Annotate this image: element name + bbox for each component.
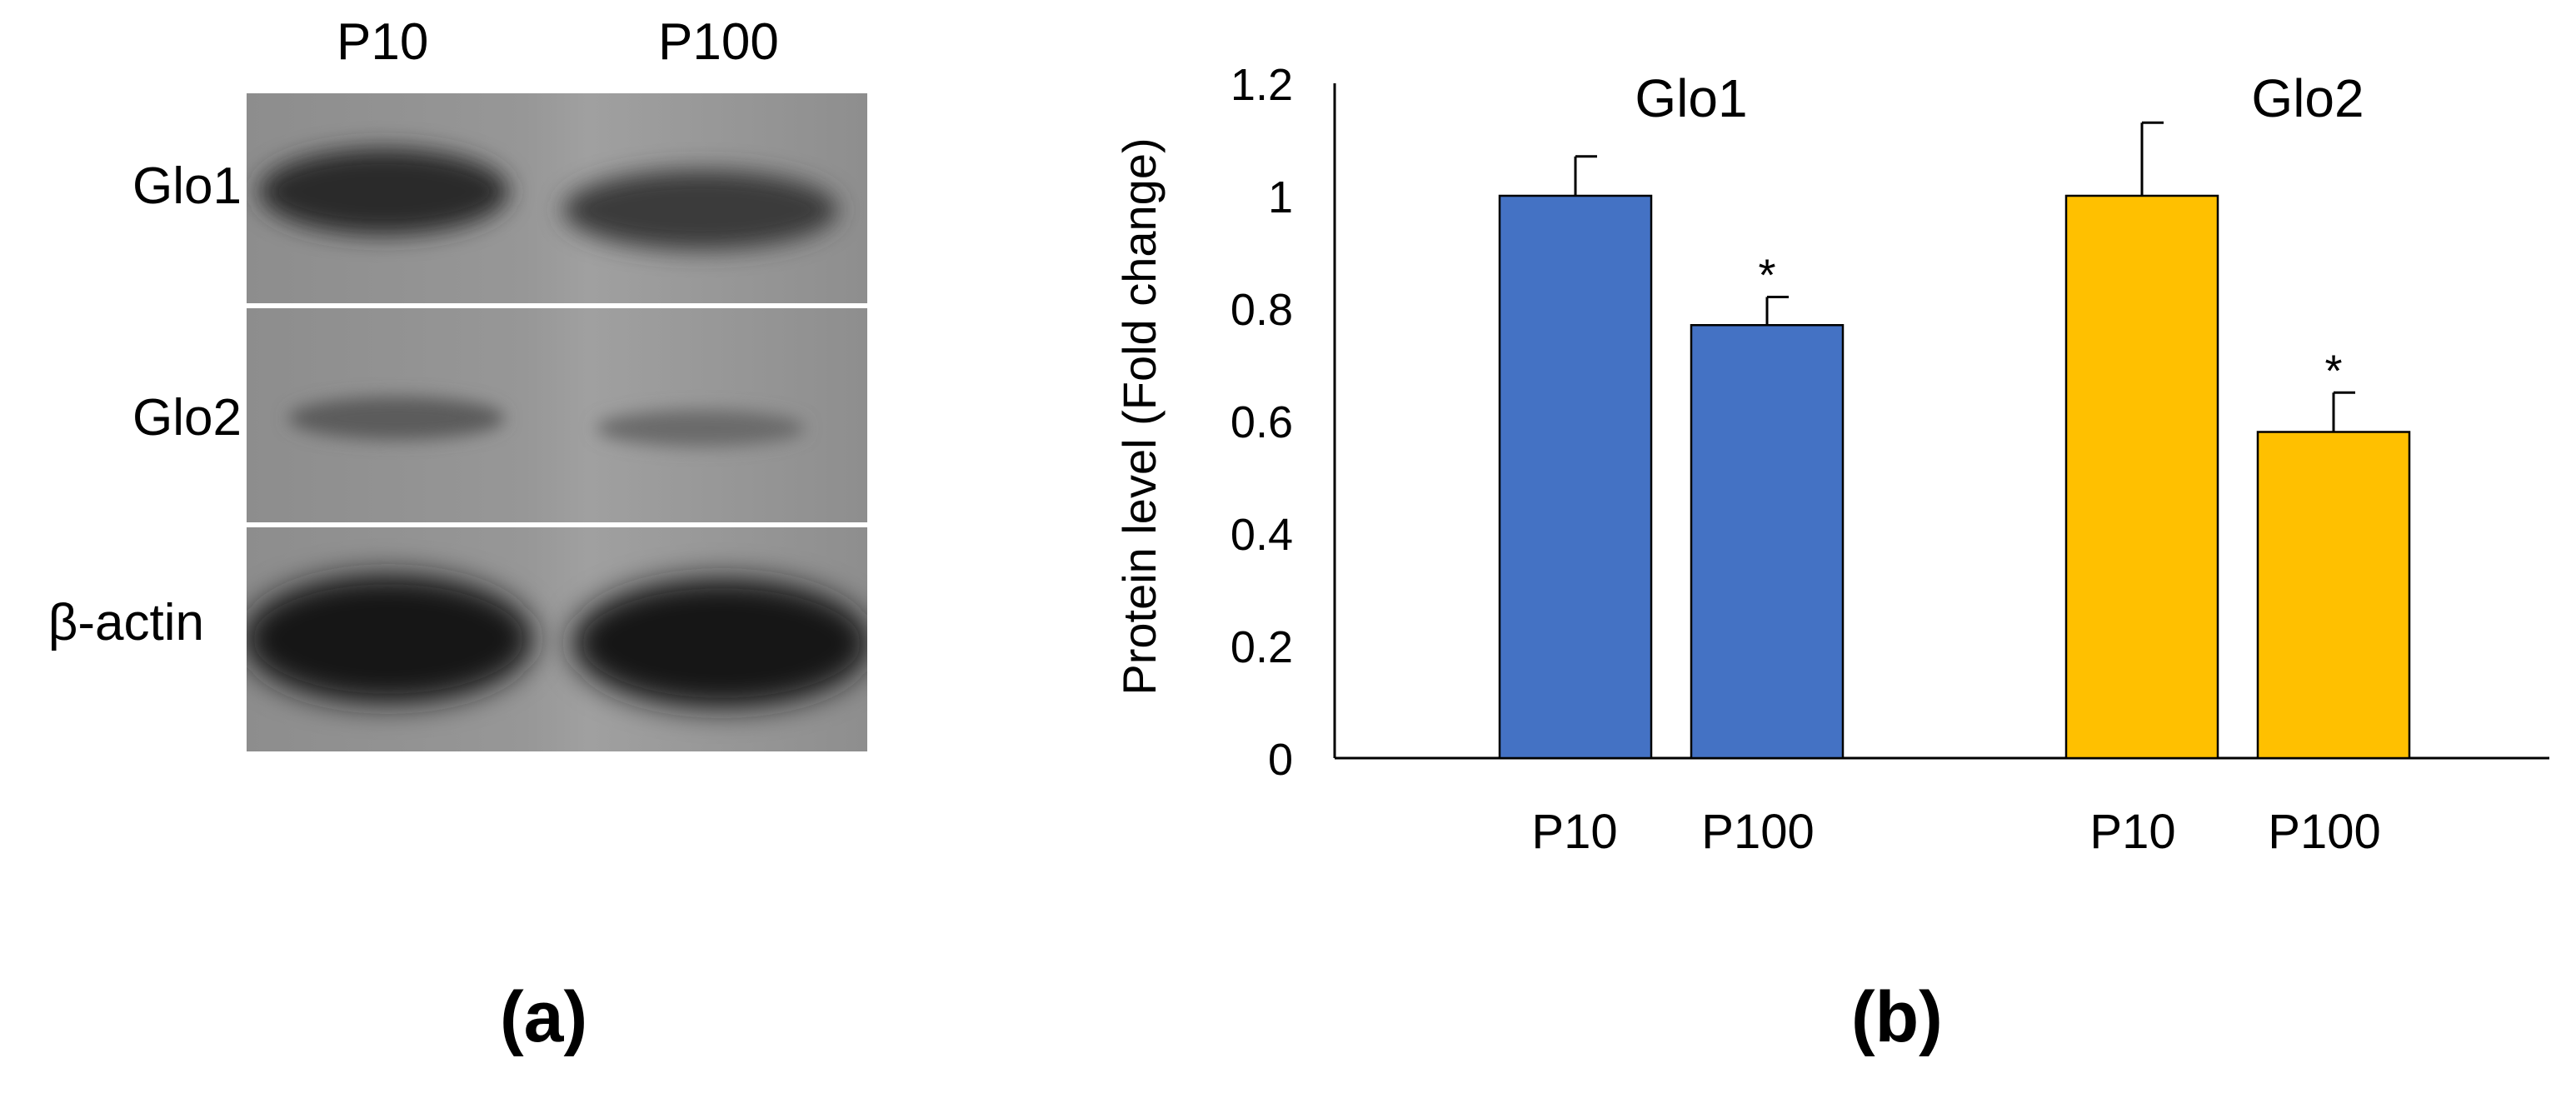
band-actin-p100 (572, 578, 867, 708)
y-tick-label: 0.6 (1231, 397, 1293, 447)
y-tick-label: 0.8 (1231, 285, 1293, 335)
blot-strip-beta-actin (247, 527, 867, 751)
group-title: Glo1 (1635, 68, 1747, 128)
x-tick-label: P100 (1701, 805, 1814, 859)
group-title: Glo2 (2251, 68, 2364, 128)
row-label-glo2: Glo2 (132, 389, 242, 447)
panel-label-b: (b) (1851, 977, 1943, 1057)
bar (2256, 431, 2411, 760)
bar (2064, 194, 2219, 760)
band-glo2-p100 (597, 410, 805, 447)
significance-marker: * (1758, 251, 1775, 301)
x-tick-label: P10 (2089, 805, 2175, 859)
blot-image (247, 93, 867, 751)
x-tick-label: P100 (2268, 805, 2380, 859)
y-tick-label: 1 (1268, 172, 1293, 222)
y-tick-label: 0.4 (1231, 510, 1293, 560)
y-tick-label: 0 (1268, 735, 1293, 785)
band-glo2-p10 (288, 397, 505, 440)
row-label-glo1: Glo1 (132, 157, 242, 215)
y-tick-label: 0.2 (1231, 622, 1293, 672)
band-glo1-p100 (563, 170, 838, 250)
blot-strip-glo1 (247, 93, 867, 303)
panel-label-a: (a) (500, 977, 588, 1057)
x-tick-label: P10 (1531, 805, 1617, 859)
y-axis-label: Protein level (Fold change) (1113, 137, 1166, 695)
band-actin-p10 (247, 574, 534, 704)
bar (1690, 324, 1845, 760)
lane-label-p100: P100 (658, 13, 779, 71)
band-glo1-p10 (259, 148, 509, 235)
y-tick-label: 1.2 (1231, 60, 1293, 110)
lane-label-p10: P10 (337, 13, 429, 71)
bar (1498, 194, 1653, 760)
significance-marker: * (2324, 346, 2342, 396)
row-label-beta-actin: β-actin (47, 594, 204, 651)
blot-strip-glo2 (247, 308, 867, 522)
